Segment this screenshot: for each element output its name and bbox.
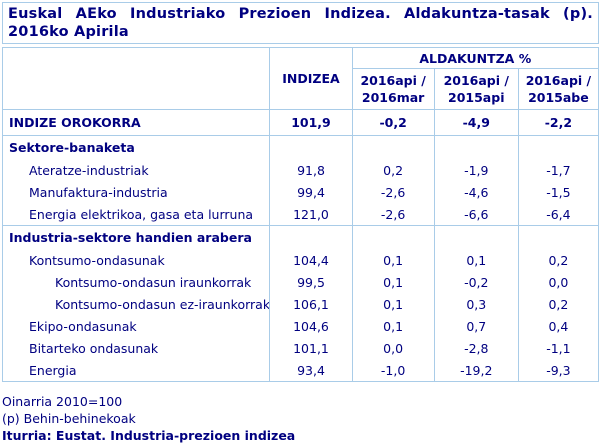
row-value: 99,5 [269, 271, 353, 293]
row-label: Kontsumo-ondasun iraunkorrak [1, 271, 271, 293]
row-value: 91,8 [269, 159, 353, 181]
row-value [433, 225, 519, 249]
change-period-line1: 2016api / [525, 73, 592, 88]
row-value: 101,1 [269, 337, 353, 359]
row-value: -1,1 [517, 337, 600, 359]
change-period-line2: 2016mar [361, 90, 425, 105]
row-label: Bitarteko ondasunak [1, 337, 271, 359]
source-note: Iturria: Eustat. Industria-prezioen indi… [2, 428, 296, 443]
row-value [269, 225, 353, 249]
table-row: Kontsumo-ondasun iraunkorrak 99,5 0,1 -0,2 0… [1, 271, 600, 293]
row-value: 0,1 [351, 293, 435, 315]
row-value [351, 135, 435, 159]
change-period-header: 2016api / 2015api [433, 68, 519, 110]
row-value: -2,8 [433, 337, 519, 359]
page-title: Euskal AEko Industriako Prezioen Indizea… [2, 2, 599, 44]
change-period-line1: 2016api / [360, 73, 426, 88]
row-value: 0,0 [351, 337, 435, 359]
row-value [517, 135, 600, 159]
row-value [433, 135, 519, 159]
change-period-line2: 2015api [448, 90, 505, 105]
row-value: 0,1 [433, 249, 519, 271]
row-value: 0,7 [433, 315, 519, 337]
row-label: Energia [1, 359, 271, 382]
row-value: 0,4 [517, 315, 600, 337]
row-label: Ekipo-ondasunak [1, 315, 271, 337]
row-label: Kontsumo-ondasunak [1, 249, 271, 271]
row-value: 106,1 [269, 293, 353, 315]
table-row: Ekipo-ondasunak 104,6 0,1 0,7 0,4 [1, 315, 600, 337]
index-column-header: INDIZEA [269, 47, 353, 110]
row-value: 93,4 [269, 359, 353, 382]
row-value: 0,3 [433, 293, 519, 315]
row-value: -0,2 [433, 271, 519, 293]
row-value: 101,9 [269, 109, 353, 136]
row-value: -6,6 [433, 203, 519, 226]
table-row: Kontsumo-ondasunak 104,4 0,1 0,1 0,2 [1, 249, 600, 271]
change-period-header: 2016api / 2016mar [351, 68, 435, 110]
row-value: -4,6 [433, 181, 519, 203]
row-value: -6,4 [517, 203, 600, 226]
row-value: 0,2 [517, 293, 600, 315]
table-row: Bitarteko ondasunak 101,1 0,0 -2,8 -1,1 [1, 337, 600, 359]
header-row-periods: 2016api /2016mar 2016api /2015api 2016api … [3, 68, 600, 110]
row-value: -2,6 [351, 181, 435, 203]
row-value [517, 225, 600, 249]
row-value: -1,0 [351, 359, 435, 382]
row-label: Sektore-banaketa [1, 135, 271, 159]
row-value: -2,2 [517, 109, 600, 136]
row-value: 0,2 [351, 159, 435, 181]
table-row: Sektore-banaketa [1, 135, 600, 159]
row-value: -4,9 [433, 109, 519, 136]
footer-notes: Oinarria 2010=100 (p) Behin-behinekoak I… [2, 393, 599, 444]
row-value: -19,2 [433, 359, 519, 382]
row-value: -0,2 [351, 109, 435, 136]
change-group-header: ALDAKUNTZA % [351, 47, 600, 69]
row-label: Industria-sektore handien arabera [1, 225, 271, 249]
row-value [351, 225, 435, 249]
table-row: Manufaktura-industria 99,4 -2,6 -4,6 -1,5 [1, 181, 600, 203]
change-period-header: 2016api / 2015abe [517, 68, 600, 110]
row-value: 0,1 [351, 271, 435, 293]
row-value: -2,6 [351, 203, 435, 226]
row-value: 121,0 [269, 203, 353, 226]
row-value: 0,0 [517, 271, 600, 293]
table-row: Ateratze-industriak 91,8 0,2 -1,9 -1,7 [1, 159, 600, 181]
row-value: 0,1 [351, 315, 435, 337]
row-value: -1,9 [433, 159, 519, 181]
row-value: -1,5 [517, 181, 600, 203]
row-value: 99,4 [269, 181, 353, 203]
row-value [269, 135, 353, 159]
row-value: -9,3 [517, 359, 600, 382]
change-period-line1: 2016api / [443, 73, 509, 88]
row-label: Energia elektrikoa, gasa eta lurruna [1, 203, 271, 226]
row-value: 0,1 [351, 249, 435, 271]
table-row: Industria-sektore handien arabera [1, 225, 600, 249]
price-index-table: INDIZEA ALDAKUNTZA % 2016api /2016mar 201… [1, 47, 600, 382]
row-value: 104,6 [269, 315, 353, 337]
row-label: INDIZE OROKORRA [1, 109, 271, 136]
row-label: Kontsumo-ondasun ez-iraunkorrak [1, 293, 271, 315]
table-row: Energia 93,4 -1,0 -19,2 -9,3 [1, 359, 600, 382]
row-label: Ateratze-industriak [1, 159, 271, 181]
table-row: Kontsumo-ondasun ez-iraunkorrak 106,1 0,1 0… [1, 293, 600, 315]
provisional-note: (p) Behin-behinekoak [2, 411, 136, 426]
row-value: 0,2 [517, 249, 600, 271]
row-label: Manufaktura-industria [1, 181, 271, 203]
base-note: Oinarria 2010=100 [2, 394, 123, 409]
header-row-group: INDIZEA ALDAKUNTZA % [1, 47, 600, 110]
table-row: Energia elektrikoa, gasa eta lurruna 121,… [1, 203, 600, 226]
table-row: INDIZE OROKORRA 101,9 -0,2 -4,9 -2,2 [1, 109, 600, 136]
row-value: -1,7 [517, 159, 600, 181]
change-period-line2: 2015abe [528, 90, 589, 105]
row-value: 104,4 [269, 249, 353, 271]
row-label-column-header [1, 47, 271, 110]
